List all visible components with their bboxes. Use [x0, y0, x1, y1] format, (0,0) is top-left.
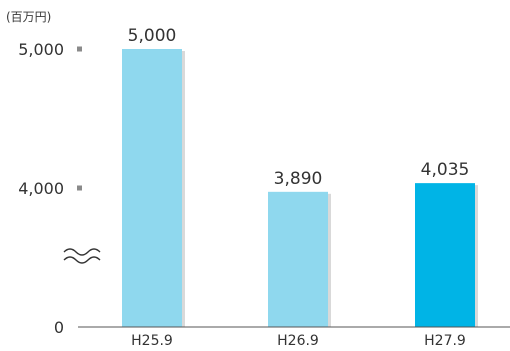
- axis-break-wave-0: [63, 248, 101, 256]
- value-label-H26.9: 3,890: [274, 169, 323, 189]
- category-label-H26.9: H26.9: [277, 333, 319, 349]
- axis-break: [63, 248, 101, 264]
- labels-group: 5,000 H25.9 3,890 H26.9 4,035 H27.9: [128, 26, 470, 349]
- y-tick-label-2: 5,000: [18, 40, 64, 59]
- category-label-H25.9: H25.9: [131, 333, 173, 349]
- bar-H26.9: [268, 191, 328, 327]
- y-axis: 0 4,000 5,000: [18, 40, 82, 337]
- y-tick-mark-1: [77, 185, 82, 191]
- axis-break-wave-1: [63, 256, 101, 264]
- value-label-H27.9: 4,035: [421, 160, 470, 180]
- bar-H25.9: [122, 49, 182, 327]
- value-label-H25.9: 5,000: [128, 26, 177, 46]
- y-tick-label-0: 0: [54, 318, 64, 337]
- category-label-H27.9: H27.9: [424, 333, 466, 349]
- bars-group: [122, 49, 478, 327]
- bar-H27.9: [415, 183, 475, 327]
- y-tick-label-1: 4,000: [18, 179, 64, 198]
- unit-label: (百万円): [6, 10, 51, 24]
- y-tick-mark-2: [77, 46, 82, 52]
